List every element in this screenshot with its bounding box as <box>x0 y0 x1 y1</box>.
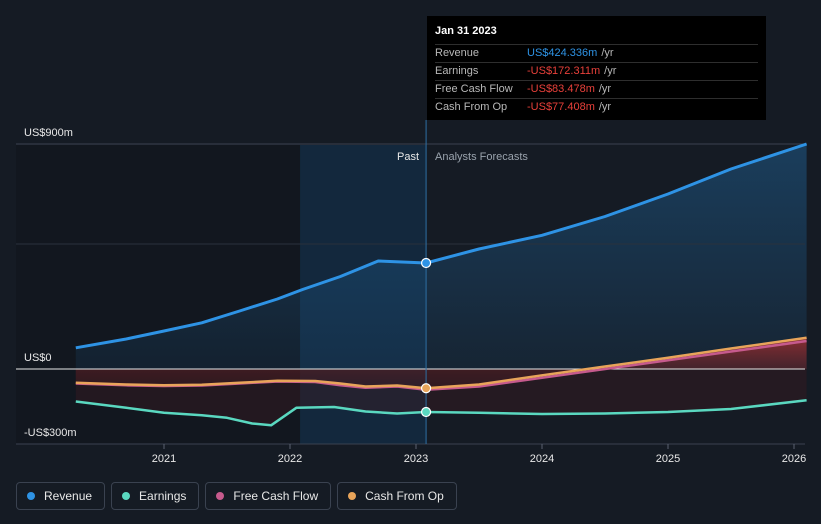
tooltip-date: Jan 31 2023 <box>435 25 497 37</box>
legend-item-revenue[interactable]: Revenue <box>16 482 106 510</box>
legend-dot-icon <box>216 492 225 500</box>
financial-chart: US$900m US$0 -US$300m Past Analysts Fore… <box>16 120 808 465</box>
legend-label: Cash From Op <box>365 489 444 503</box>
marker-point-earnings <box>420 406 432 418</box>
data-tooltip: Jan 31 2023 Revenue US$424.336m/yr Earning… <box>427 16 766 120</box>
tooltip-row-unit: /yr <box>601 47 614 59</box>
legend-label: Free Cash Flow <box>233 489 319 503</box>
legend-dot-icon <box>348 492 357 500</box>
tooltip-row-value: -US$83.478m <box>527 83 595 95</box>
chart-legend: Revenue Earnings Free Cash Flow Cash From O… <box>16 482 457 512</box>
cashflow-negative-area <box>75 337 807 389</box>
revenue-area <box>75 144 807 369</box>
y-label-zero: US$0 <box>24 352 52 364</box>
x-tick-label: 2023 <box>404 453 428 465</box>
legend-label: Earnings <box>139 489 187 503</box>
past-label: Past <box>397 151 419 163</box>
tooltip-row-unit: /yr <box>598 101 612 113</box>
tooltip-row-value: -US$77.408m <box>527 101 595 113</box>
legend-label: Revenue <box>44 489 93 503</box>
tooltip-row-label: Revenue <box>435 47 480 59</box>
forecast-label: Analysts Forecasts <box>435 151 528 163</box>
x-tick-label: 2021 <box>152 453 176 465</box>
tooltip-row-label: Free Cash Flow <box>435 83 513 95</box>
x-tick-label: 2025 <box>656 453 680 465</box>
legend-item-earnings[interactable]: Earnings <box>111 482 200 510</box>
series-line-revenue <box>75 142 808 350</box>
marker-point-cash-from-op <box>420 383 432 394</box>
legend-dot-icon <box>122 492 131 500</box>
tooltip-row: Revenue US$424.336m/yr <box>435 44 758 62</box>
series-line-earnings <box>75 399 807 427</box>
legend-item-cash-from-op[interactable]: Cash From Op <box>337 482 457 510</box>
legend-item-free-cash-flow[interactable]: Free Cash Flow <box>205 482 332 510</box>
tooltip-row-value: US$424.336m <box>527 47 598 59</box>
tooltip-row: Cash From Op -US$77.408m/yr <box>435 98 758 116</box>
x-tick-label: 2026 <box>782 453 806 465</box>
tooltip-row: Earnings -US$172.311m/yr <box>435 62 758 80</box>
y-label-top: US$900m <box>24 127 73 139</box>
x-tick-label: 2022 <box>278 453 302 465</box>
past-band-dark <box>16 145 301 444</box>
tooltip-row-label: Cash From Op <box>435 101 508 113</box>
legend-dot-icon <box>27 492 35 500</box>
y-label-bottom: -US$300m <box>24 427 77 439</box>
series-line-cash-from-op <box>75 336 807 390</box>
tooltip-row-value: -US$172.311m <box>527 65 601 77</box>
tooltip-row: Free Cash Flow -US$83.478m/yr <box>435 80 758 98</box>
tooltip-row-label: Earnings <box>435 65 479 77</box>
x-tick-label: 2024 <box>530 453 554 465</box>
tooltip-row-unit: /yr <box>604 65 617 77</box>
tooltip-row-unit: /yr <box>598 83 612 95</box>
marker-point-revenue <box>420 257 432 269</box>
